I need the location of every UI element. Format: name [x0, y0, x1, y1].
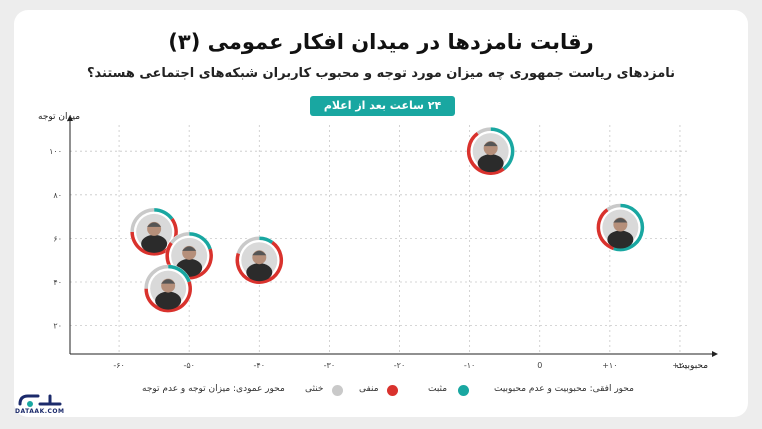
x-tick-label: 0: [537, 361, 542, 370]
candidate-ring-neutral: [130, 208, 155, 232]
chart-title: رقابت نامزدها در میدان افکار عمومی (۳): [168, 30, 594, 54]
legend-positive-label: مثبت: [428, 384, 448, 394]
logo-caption: DATAAK.COM: [15, 408, 65, 415]
candidate-ring-neutral: [169, 232, 190, 245]
candidate-ring-neutral: [476, 127, 491, 135]
candidate-ring-positive: [189, 232, 212, 250]
legend-negative-dot: [387, 385, 398, 396]
candidate-ring-positive: [490, 127, 515, 171]
candidate-portrait-body: [477, 154, 504, 173]
x-tick-label: -۲۰: [394, 361, 405, 370]
candidate-portrait-hair: [483, 141, 498, 147]
candidate-ring-neutral: [606, 203, 621, 212]
dataak-logo-icon: [18, 394, 62, 407]
candidate-portrait-body: [607, 230, 634, 249]
x-tick-label: -۱۰: [464, 361, 475, 370]
candidate-ring-negative: [235, 241, 284, 284]
candidate-portrait-body: [141, 234, 168, 253]
y-axis-title: میزان توجه: [38, 112, 81, 122]
y-tick-label: ۴۰: [53, 278, 62, 287]
y-tick-label: ۶۰: [53, 234, 62, 243]
x-tick-label: -۶۰: [113, 361, 124, 370]
candidate-ring-positive: [168, 264, 191, 283]
legend-neutral-dot: [332, 385, 343, 396]
candidate-ring-negative: [144, 281, 192, 313]
candidate-portrait-hair: [161, 279, 176, 284]
legend-positive-dot: [458, 385, 469, 396]
candidate-ring-negative: [596, 208, 615, 251]
legend-negative-label: منفی: [359, 384, 379, 394]
time-badge: ۲۴ ساعت بعد از اعلام اسامی: [310, 96, 455, 132]
y-tick-label: ۱۰۰: [49, 147, 62, 156]
chart-subtitle: نامزدهای ریاست جمهوری چه میزان مورد توجه…: [86, 66, 676, 81]
legend-neutral-label: خنثی: [305, 384, 324, 394]
candidate-ring-neutral: [144, 264, 169, 289]
y-axis-arrow: [67, 115, 73, 121]
candidate-ring-negative: [466, 131, 505, 175]
x-tick-label: -۴۰: [254, 361, 265, 370]
legend-y-axis-note: محور عمودی: میزان توجه و عدم توجه: [142, 384, 285, 394]
x-tick-label: -۵۰: [183, 361, 194, 370]
candidate-portrait-body: [246, 263, 273, 282]
candidate-portrait-body: [155, 291, 182, 310]
candidate-portrait-hair: [613, 218, 628, 223]
candidate-portrait-hair: [147, 222, 162, 227]
candidate-ring-negative: [130, 217, 178, 256]
x-tick-label: -۳۰: [324, 361, 335, 370]
candidate-ring-positive: [613, 203, 645, 252]
candidate-ring-positive: [154, 208, 174, 221]
legend-x-axis-note: محور افقی: محبوبیت و عدم محبوبیت: [494, 384, 634, 394]
candidate-portrait-hair: [252, 250, 267, 256]
candidate-ring-positive: [259, 236, 274, 244]
y-tick-label: ۲۰: [53, 322, 62, 331]
x-axis-arrow: [712, 351, 718, 357]
x-axis-title: محبوبیت: [676, 361, 709, 371]
x-tick-label: +۲۰: [672, 361, 687, 370]
x-tick-label: +۱۰: [602, 361, 617, 370]
candidate-portrait-hair: [182, 246, 197, 251]
y-tick-label: ۸۰: [53, 191, 62, 200]
candidate-ring-neutral: [236, 236, 260, 255]
